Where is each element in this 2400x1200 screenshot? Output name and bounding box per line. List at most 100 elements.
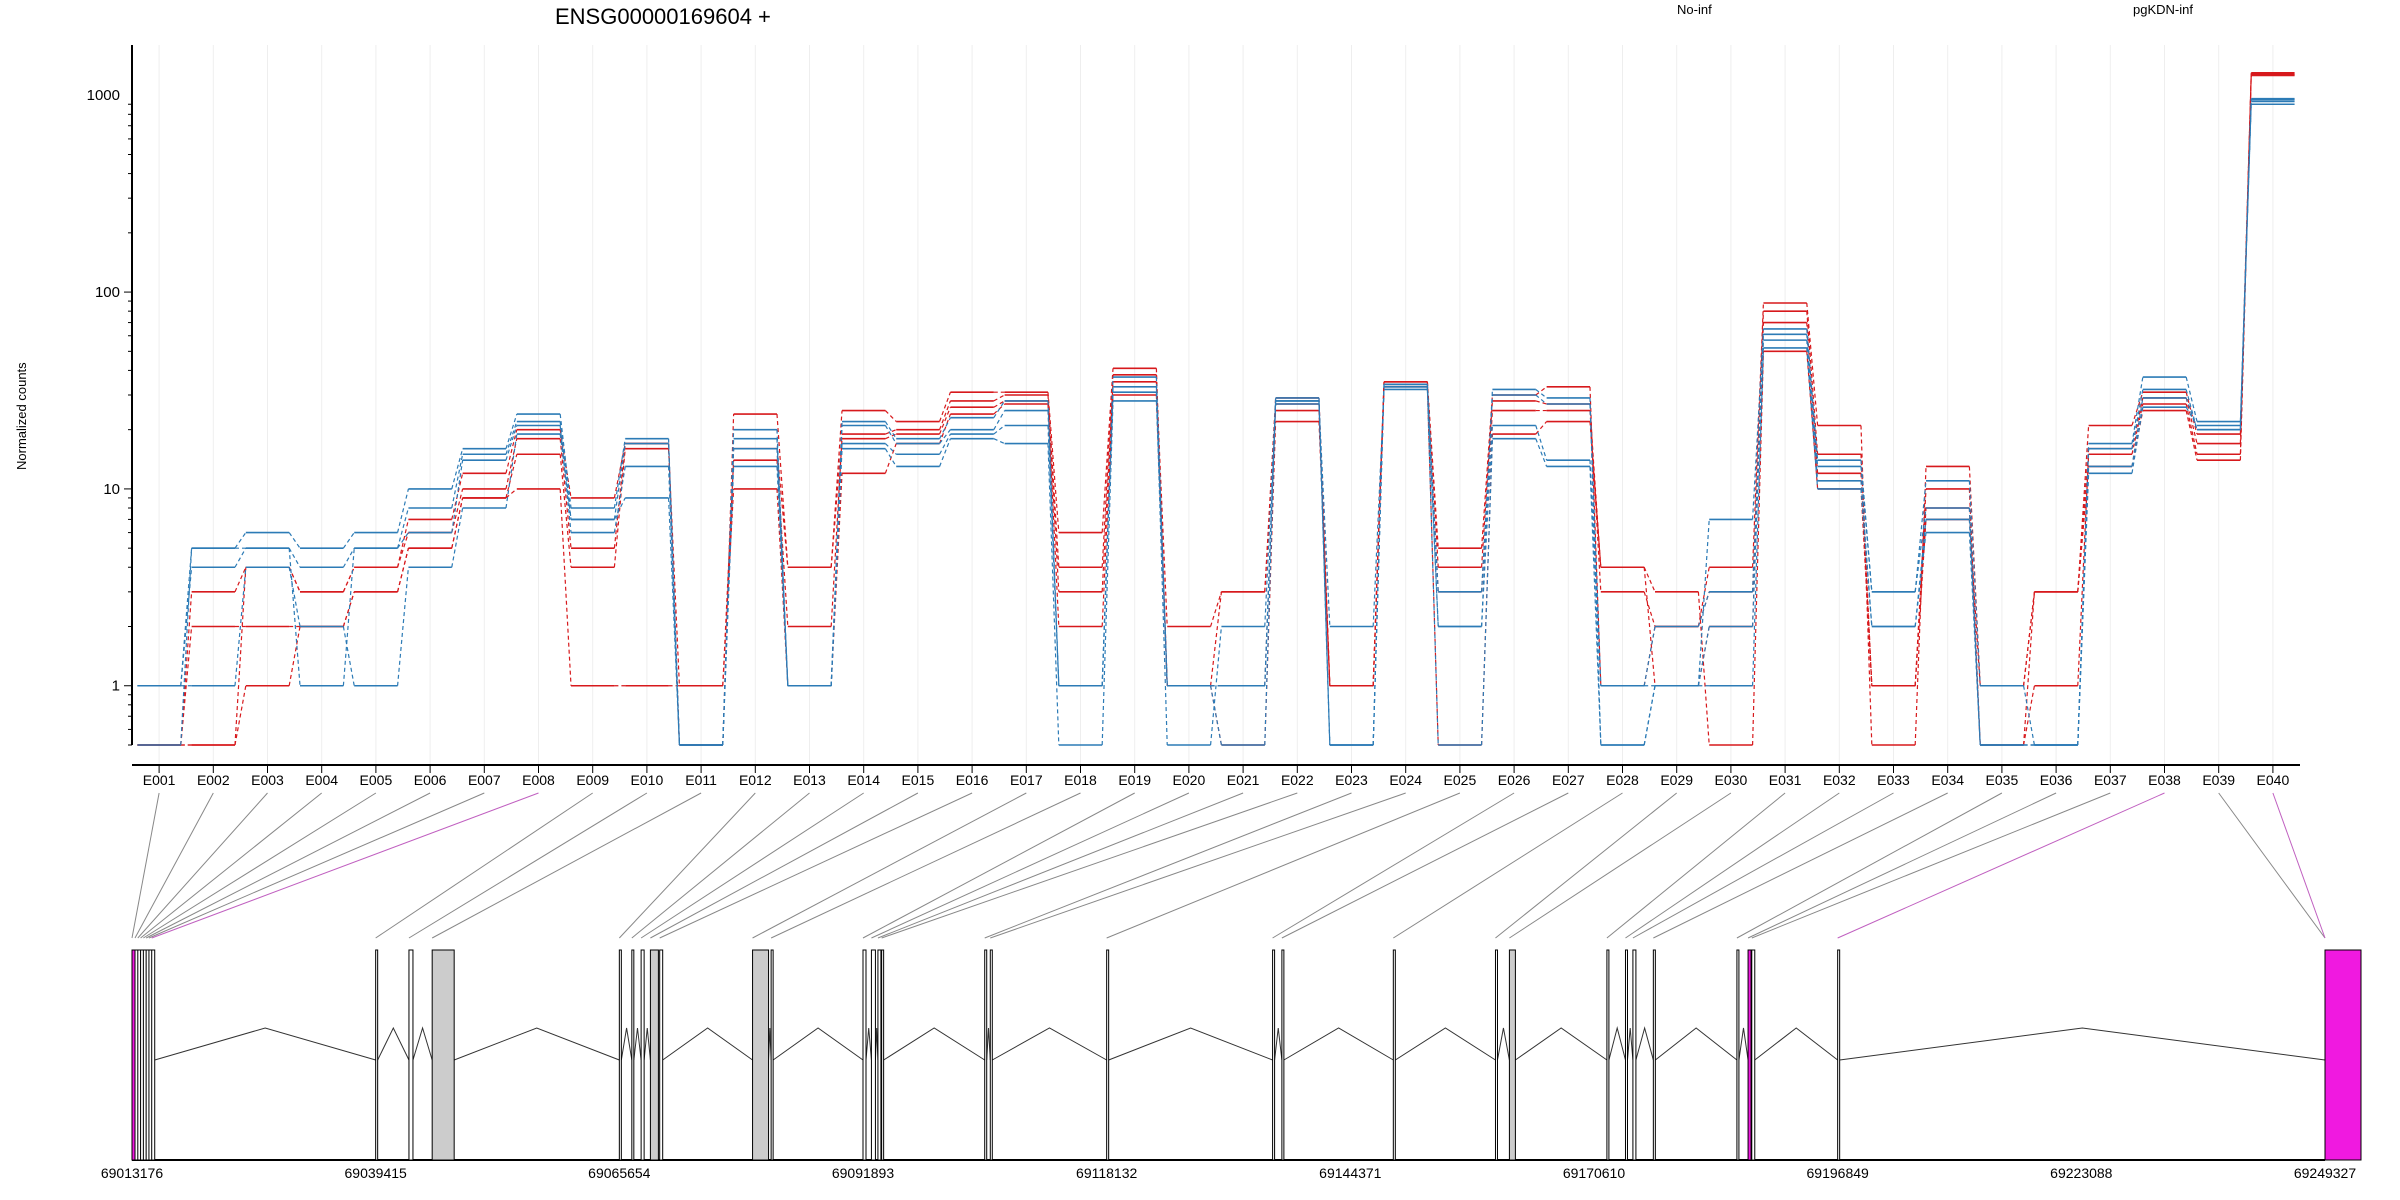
series-no-inf-3 xyxy=(137,74,2295,746)
data-connector xyxy=(1860,425,1873,746)
data-connector xyxy=(234,567,247,746)
data-connector xyxy=(939,417,951,439)
y-tick-label: 10 xyxy=(103,481,120,498)
data-connector xyxy=(1914,466,1927,746)
data-connector xyxy=(830,438,843,627)
data-connector xyxy=(396,548,410,592)
exon-connector xyxy=(143,792,377,939)
data-connector xyxy=(2185,406,2198,426)
data-connector xyxy=(1101,377,1114,686)
exon-box xyxy=(1837,949,1841,1161)
exon-box xyxy=(1624,949,1628,1161)
data-connector xyxy=(1047,403,1060,627)
data-connector xyxy=(451,488,464,533)
exon-connector xyxy=(137,792,268,939)
exon-connector xyxy=(151,792,539,939)
exon-connector xyxy=(1272,792,1515,939)
x-tick-label: E018 xyxy=(1064,772,1097,788)
data-connector xyxy=(1535,400,1547,405)
data-connector xyxy=(1589,466,1602,746)
exon-box xyxy=(862,949,867,1161)
data-connector xyxy=(1155,381,1168,627)
y-axis-label: Normalized counts xyxy=(14,362,29,470)
exon-connector xyxy=(1632,792,1894,939)
genome-tick-label: 69249327 xyxy=(2294,1165,2357,1181)
data-connector xyxy=(505,438,518,490)
y-tick-label: 1 xyxy=(112,678,120,695)
exon-connector xyxy=(140,792,323,939)
exon-connector xyxy=(408,792,648,939)
data-connector xyxy=(234,685,247,746)
data-connector xyxy=(2131,376,2144,444)
exon-connector xyxy=(881,792,1298,939)
data-connector xyxy=(1318,397,1331,746)
data-connector xyxy=(776,438,789,686)
data-connector xyxy=(1047,443,1060,746)
x-tick-label: E039 xyxy=(2202,772,2235,788)
x-tick-label: E023 xyxy=(1335,772,1368,788)
intron-line xyxy=(154,1027,376,1061)
exon-connector xyxy=(770,792,1081,939)
legend-pgkdn-inf: pgKDN-inf xyxy=(2133,2,2193,17)
exon-connector xyxy=(1837,792,2165,939)
data-connector xyxy=(1751,351,1765,746)
data-connector xyxy=(2077,466,2090,746)
data-connector xyxy=(1047,392,1060,533)
data-connector xyxy=(1264,397,1277,746)
data-connector xyxy=(884,421,897,439)
data-connector xyxy=(722,460,735,686)
genome-tick-label: 69039415 xyxy=(345,1165,408,1181)
exon-connector xyxy=(148,792,485,939)
exon-box xyxy=(1736,949,1740,1161)
x-tick-label: E029 xyxy=(1660,772,1693,788)
exon-connector xyxy=(431,792,702,939)
data-connector xyxy=(559,438,572,549)
intron-line xyxy=(992,1027,1107,1061)
intron-line xyxy=(662,1027,753,1061)
data-connector xyxy=(1751,328,1765,520)
x-tick-label: E014 xyxy=(847,772,880,788)
data-connector xyxy=(939,438,951,467)
data-connector xyxy=(1806,347,1819,489)
data-connector xyxy=(288,548,301,686)
x-tick-label: E009 xyxy=(576,772,609,788)
exon-box xyxy=(1652,949,1656,1161)
data-connector xyxy=(1697,626,1710,686)
x-tick-label: E022 xyxy=(1281,772,1314,788)
data-connector xyxy=(2131,397,2144,467)
exon-connector xyxy=(134,792,214,939)
exon-connector xyxy=(659,792,973,939)
data-connector xyxy=(234,532,247,549)
data-connector xyxy=(451,497,464,549)
data-connector xyxy=(1047,394,1060,568)
data-connector xyxy=(1643,566,1656,593)
data-connector xyxy=(1643,626,1656,686)
data-connector xyxy=(2239,98,2252,422)
data-connector xyxy=(342,591,355,627)
x-tick-label: E025 xyxy=(1444,772,1477,788)
intron-line xyxy=(412,1026,433,1061)
series-pgkdn-inf-5 xyxy=(137,100,2295,746)
data-connector xyxy=(2022,685,2036,746)
exon-connector xyxy=(2272,792,2326,939)
x-tick-label: E020 xyxy=(1173,772,1206,788)
exon-box xyxy=(1606,949,1610,1161)
intron-line xyxy=(1283,1027,1394,1061)
data-connector xyxy=(396,567,410,686)
data-connector xyxy=(993,400,1005,408)
data-connector xyxy=(342,547,355,568)
x-tick-label: E013 xyxy=(793,772,826,788)
exon-box xyxy=(770,949,774,1161)
data-connector xyxy=(180,626,193,746)
x-tick-label: E027 xyxy=(1552,772,1585,788)
data-connector xyxy=(1480,425,1494,627)
x-tick-label: E005 xyxy=(360,772,393,788)
x-tick-label: E031 xyxy=(1769,772,1802,788)
data-connector xyxy=(1697,567,1710,627)
data-connector xyxy=(1047,410,1060,686)
exon-connector xyxy=(862,792,1135,939)
intron-line xyxy=(1635,1026,1654,1061)
exon-box xyxy=(1632,949,1637,1161)
exon-box xyxy=(1272,949,1276,1161)
